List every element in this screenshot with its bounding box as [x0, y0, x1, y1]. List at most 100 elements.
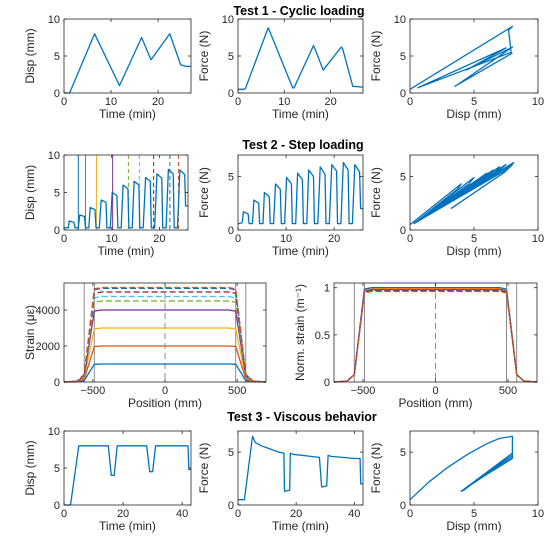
y-tick-label: 5 — [228, 171, 234, 183]
x-tick-label: 0 — [162, 385, 168, 397]
series-line — [409, 183, 462, 226]
y-tick-label: 10 — [394, 14, 406, 26]
x-tick-label: 20 — [153, 233, 165, 245]
y-tick-label: 5 — [228, 447, 234, 459]
title-test2: Test 2 - Step loading — [242, 138, 363, 152]
y-axis-label: Force (N) — [197, 167, 211, 218]
x-tick-label: 10 — [532, 233, 544, 245]
series-line — [409, 25, 514, 90]
y-tick-label: 5 — [400, 171, 406, 183]
y-tick-label: 0 — [324, 377, 330, 389]
y-tick-label: 5 — [54, 188, 60, 200]
y-tick-label: 5 — [54, 463, 60, 475]
axes-box — [237, 430, 364, 506]
y-tick-label: 0 — [400, 225, 406, 237]
y-tick-label: 1 — [324, 283, 330, 295]
plot-t3-force: 0 20 40 0 5 Time (min) Force (N) — [197, 430, 364, 533]
y-tick-label: 5 — [54, 51, 60, 63]
x-axis-label: Disp (mm) — [446, 519, 501, 533]
x-tick-label: 10 — [105, 96, 117, 108]
series-line — [413, 163, 514, 225]
y-tick-label: 0 — [400, 88, 406, 100]
y-tick-label: 0 — [400, 500, 406, 512]
x-tick-label: −500 — [80, 385, 105, 397]
axes-box — [63, 430, 192, 506]
x-tick-label: 0 — [407, 233, 413, 245]
x-tick-label: 20 — [324, 96, 336, 108]
y-tick-label: 5 — [400, 447, 406, 459]
y-tick-label: 5 — [228, 51, 234, 63]
series-line — [64, 168, 188, 229]
x-tick-label: 5 — [471, 508, 477, 520]
x-axis-label: Time (min) — [272, 107, 329, 121]
x-axis-label: Time (min) — [272, 519, 329, 533]
y-tick-label: 5 — [400, 51, 406, 63]
x-tick-label: 0 — [407, 96, 413, 108]
y-axis-label: Force (N) — [369, 443, 383, 494]
x-tick-label: −500 — [351, 385, 376, 397]
x-tick-label: 40 — [176, 508, 188, 520]
x-tick-label: 20 — [328, 233, 340, 245]
x-axis-label: Disp (mm) — [446, 244, 501, 258]
x-axis-label: Position (mm) — [128, 396, 202, 410]
x-tick-label: 20 — [290, 508, 302, 520]
y-axis-label: Disp (mm) — [23, 165, 37, 220]
x-tick-label: 0 — [235, 96, 241, 108]
title-test1: Test 1 - Cyclic loading — [233, 4, 364, 18]
plot-t2-force: 0 10 20 0 5 Time (min) Force (N) — [197, 154, 364, 258]
y-tick-label: 0 — [228, 88, 234, 100]
x-tick-label: 10 — [280, 233, 292, 245]
series-line — [238, 27, 364, 90]
series-line — [64, 445, 191, 506]
x-tick-label: 500 — [228, 385, 246, 397]
x-axis-label: Position (mm) — [398, 396, 472, 410]
x-tick-label: 10 — [532, 508, 544, 520]
axes-box — [409, 430, 539, 506]
y-axis-label: Strain (με) — [23, 305, 37, 360]
y-tick-label: 0 — [54, 88, 60, 100]
x-tick-label: 0 — [432, 385, 438, 397]
strain-profile-line — [63, 327, 267, 383]
y-axis-label: Disp (mm) — [23, 28, 37, 83]
y-axis-label: Force (N) — [197, 31, 211, 82]
x-tick-label: 5 — [471, 233, 477, 245]
x-tick-label: 0 — [235, 508, 241, 520]
strain-profile-line — [333, 290, 538, 383]
x-axis-label: Time (min) — [272, 244, 329, 258]
x-axis-label: Time (min) — [98, 244, 155, 258]
y-tick-label: 0 — [54, 377, 60, 389]
x-axis-label: Time (min) — [99, 519, 156, 533]
y-axis-label: Disp (mm) — [23, 440, 37, 495]
strain-profile-line — [63, 286, 267, 383]
y-tick-label: 0 — [228, 500, 234, 512]
y-tick-label: 10 — [48, 426, 60, 438]
y-tick-label: 10 — [48, 14, 60, 26]
x-axis-label: Time (min) — [99, 107, 156, 121]
x-tick-label: 10 — [106, 233, 118, 245]
x-axis-label: Disp (mm) — [446, 107, 501, 121]
y-tick-label: 2000 — [36, 341, 60, 353]
plot-t1-fd: 0 5 10 0 5 10 Disp (mm) Force (N) — [369, 14, 544, 121]
x-tick-label: 500 — [499, 385, 517, 397]
x-tick-label: 10 — [278, 96, 290, 108]
strain-profile-line — [63, 363, 267, 383]
plot-strain: −500 0 500 0 2000 4000 Position (mm) Strain (με… — [23, 282, 267, 410]
x-tick-label: 0 — [61, 233, 67, 245]
strain-profile-line — [63, 345, 267, 383]
x-tick-label: 0 — [61, 508, 67, 520]
axes-box — [63, 18, 192, 94]
y-tick-label: 10 — [48, 150, 60, 162]
series-line — [238, 161, 363, 225]
y-tick-label: 0.5 — [315, 330, 330, 342]
series-line — [413, 176, 475, 225]
y-axis-label: Force (N) — [197, 443, 211, 494]
plot-t3-disp: 0 20 40 0 5 10 Time (min) Disp (mm) — [23, 426, 192, 533]
y-axis-label: Force (N) — [369, 31, 383, 82]
y-axis-label: Force (N) — [369, 167, 383, 218]
x-tick-label: 40 — [348, 508, 360, 520]
